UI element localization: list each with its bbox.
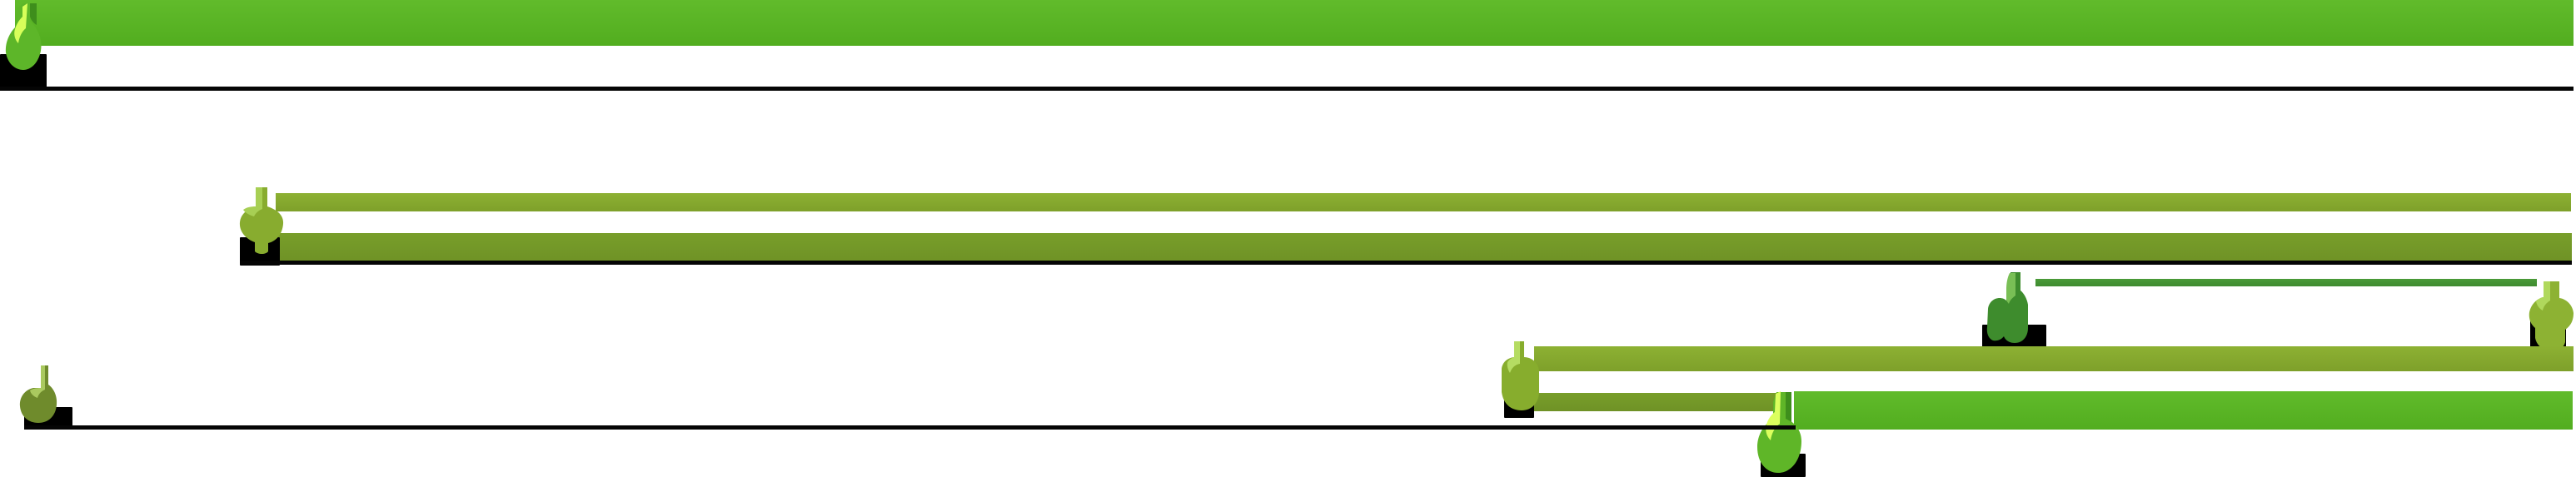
far-right-drip-icon: [2527, 279, 2576, 354]
top-black-line: [0, 87, 2574, 91]
upper-right-thin-bar: [2035, 279, 2537, 286]
lower-left-drip-icon: [15, 362, 63, 430]
upper-right-drip-icon: [1986, 270, 2040, 346]
lower-right-step-bar: [1534, 393, 1777, 411]
middle-olive-top-bar: [276, 193, 2571, 211]
top-green-bar: [15, 0, 2574, 46]
lower-right-upper-bar: [1534, 346, 2574, 371]
lower-left-black-line: [24, 425, 1796, 430]
top-drip-icon: [0, 0, 48, 81]
lower-mid-drip-icon: [1497, 339, 1543, 415]
middle-drip-icon: [235, 183, 288, 258]
middle-black-line: [240, 261, 2572, 265]
lower-right-bright-bar: [1794, 391, 2573, 430]
middle-olive-bottom-bar: [273, 233, 2572, 261]
bottom-drip-icon: [1753, 390, 1808, 477]
